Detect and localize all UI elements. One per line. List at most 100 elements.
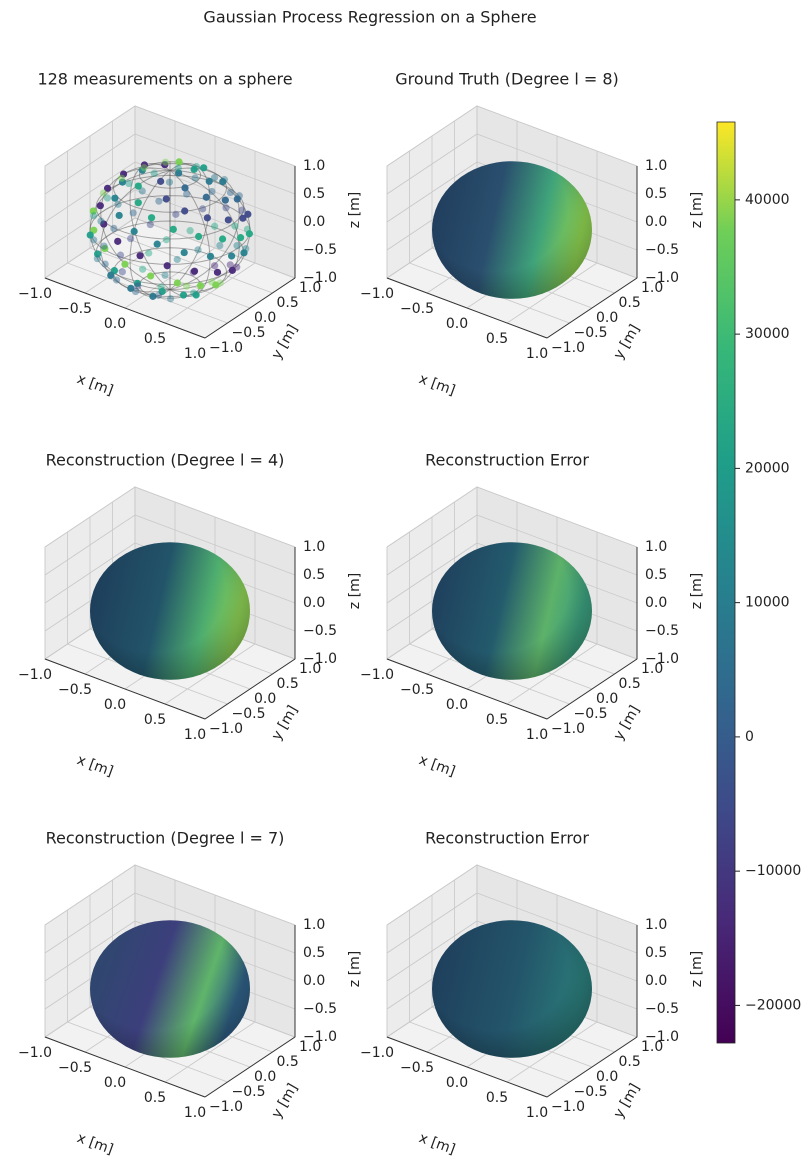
x-tick-label: 0.5 — [486, 331, 508, 347]
measurement-dot — [136, 252, 143, 259]
measurement-dot — [97, 218, 104, 225]
z-tick-label: −0.5 — [645, 242, 679, 258]
measurement-dot — [183, 283, 190, 290]
x-tick-label: 0.5 — [144, 1090, 166, 1106]
measurement-dot — [217, 279, 224, 286]
measurement-dot — [233, 242, 240, 249]
x-tick-label: −0.5 — [58, 1060, 92, 1076]
x-tick-label: −1.0 — [360, 1045, 394, 1061]
colorbar-tick-label: 20000 — [745, 460, 790, 476]
measurement-dot — [118, 175, 125, 182]
colorbar-tick-label: −10000 — [745, 863, 801, 879]
z-tick-label: 0.0 — [303, 973, 325, 989]
colorbar — [717, 122, 735, 1043]
measurement-dot — [244, 226, 251, 233]
measurement-dot — [174, 279, 181, 286]
z-tick-label: 1.0 — [303, 917, 325, 933]
z-tick-label: 1.0 — [645, 539, 667, 555]
z-tick-label: 0.5 — [645, 567, 667, 583]
z-tick-label: −1.0 — [303, 1029, 337, 1045]
z-tick-label: 0.5 — [303, 186, 325, 202]
y-tick-label: −0.5 — [574, 706, 608, 722]
measurement-dot — [190, 289, 197, 296]
z-tick-label: 0.5 — [645, 186, 667, 202]
measurement-dot — [107, 272, 114, 279]
x-tick-label: −1.0 — [18, 667, 52, 683]
subplot-title: Reconstruction (Degree l = 4) — [46, 451, 285, 470]
x-tick-label: −1.0 — [360, 667, 394, 683]
x-tick-label: −0.5 — [400, 1060, 434, 1076]
measurement-dot — [97, 202, 104, 209]
measurement-dot — [204, 214, 211, 221]
colorbar-tick-label: 30000 — [745, 326, 790, 342]
measurement-dot — [119, 268, 126, 275]
measurement-dot — [167, 295, 174, 302]
y-tick-label: −0.5 — [232, 325, 266, 341]
sphere-shade — [90, 542, 250, 680]
y-tick-label: 0.0 — [596, 691, 618, 707]
measurement-dot — [114, 201, 121, 208]
sphere-shade — [90, 920, 250, 1058]
measurement-dot — [116, 212, 123, 219]
measurement-dot — [121, 261, 128, 268]
measurement-dot — [214, 269, 221, 276]
measurement-dot — [194, 246, 201, 253]
axes3d: −1.0−0.50.00.51.0−1.0−0.50.00.51.0−1.0−0… — [18, 70, 363, 399]
y-tick-label: −0.5 — [574, 325, 608, 341]
measurement-dot — [111, 195, 118, 202]
x-tick-label: 0.0 — [446, 697, 468, 713]
measurement-dot — [221, 176, 228, 183]
measurement-dot — [211, 223, 218, 230]
y-tick-label: −0.5 — [574, 1084, 608, 1100]
z-axis-label: z [m] — [689, 951, 705, 987]
measurement-dot — [90, 212, 97, 219]
measurement-dot — [222, 197, 229, 204]
axes3d: −1.0−0.50.00.51.0−1.0−0.50.00.51.0−1.0−0… — [360, 829, 705, 1158]
z-tick-label: −1.0 — [303, 651, 337, 667]
z-tick-label: 0.5 — [303, 567, 325, 583]
subplot-title: Reconstruction Error — [425, 829, 589, 848]
y-tick-label: −1.0 — [209, 721, 243, 737]
colorbar-tick-label: −20000 — [745, 997, 801, 1013]
measurement-dot — [181, 184, 188, 191]
z-tick-label: 0.0 — [645, 595, 667, 611]
measurement-dot — [200, 164, 207, 171]
x-tick-label: −1.0 — [18, 286, 52, 302]
x-tick-label: −0.5 — [58, 682, 92, 698]
measurement-dot — [147, 272, 154, 279]
measurement-dot — [157, 178, 164, 185]
y-tick-label: 0.5 — [277, 295, 299, 311]
measurement-dot — [216, 242, 223, 249]
measurement-dot — [100, 243, 107, 250]
measurement-dot — [238, 207, 245, 214]
measurement-dot — [166, 179, 173, 186]
measurement-dot — [125, 180, 132, 187]
colorbar-tick-label: 0 — [745, 729, 754, 745]
x-tick-label: 0.0 — [104, 697, 126, 713]
measurement-dot — [236, 192, 243, 199]
y-tick-label: −1.0 — [551, 340, 585, 356]
measurement-dot — [131, 228, 138, 235]
z-axis-label: z [m] — [347, 192, 363, 228]
measurement-dot — [203, 194, 210, 201]
measurement-dot — [211, 174, 218, 181]
measurement-dot — [208, 278, 215, 285]
measurement-dot — [211, 262, 218, 269]
subplot-title: 128 measurements on a sphere — [37, 70, 292, 89]
sphere-shade — [432, 920, 592, 1058]
z-tick-label: −1.0 — [645, 270, 679, 286]
measurement-dot — [180, 291, 187, 298]
x-tick-label: 1.0 — [526, 1105, 548, 1121]
z-tick-label: −0.5 — [303, 242, 337, 258]
axes3d: −1.0−0.50.00.51.0−1.0−0.50.00.51.0−1.0−0… — [18, 829, 363, 1158]
y-tick-label: 0.0 — [596, 1069, 618, 1085]
y-tick-label: 0.0 — [254, 691, 276, 707]
measurement-dot — [155, 292, 162, 299]
z-tick-label: −1.0 — [303, 270, 337, 286]
measurement-dot — [237, 234, 244, 241]
x-tick-label: 0.5 — [486, 1090, 508, 1106]
x-axis-label: x [m] — [417, 1130, 458, 1158]
z-tick-label: −0.5 — [645, 623, 679, 639]
measurement-dot — [164, 262, 171, 269]
measurement-dot — [172, 211, 179, 218]
